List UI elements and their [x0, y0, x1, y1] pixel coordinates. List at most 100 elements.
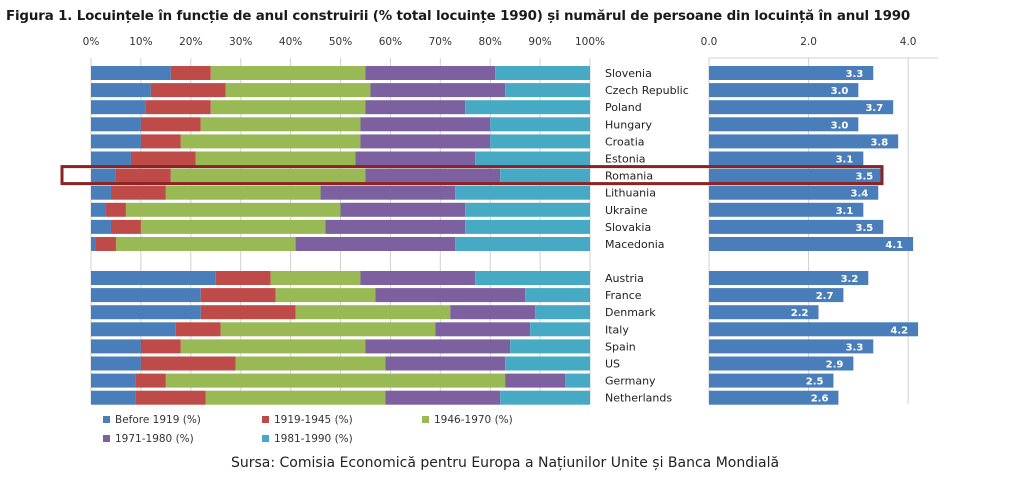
- bar-segment-1919-1945: [95, 237, 116, 251]
- legend-item-1971-1980: 1971-1980 (%): [103, 433, 194, 445]
- bar-segment-1981-1990: [510, 339, 590, 354]
- persons-value-label: 2.7: [816, 291, 834, 302]
- legend-swatch: [262, 416, 269, 423]
- bar-segment-before-1919: [91, 219, 111, 234]
- bar-row-hungary: [91, 117, 590, 132]
- x-tick-label: 4.0: [900, 36, 917, 48]
- bar-segment-1981-1990: [500, 168, 590, 183]
- persons-value-label: 3.3: [846, 342, 864, 353]
- bar-segment-1946-1970: [165, 373, 506, 388]
- source-note: Sursa: Comisia Economică pentru Europa a…: [230, 455, 780, 471]
- country-label: Germany: [605, 375, 656, 388]
- bar-row-italy: [91, 322, 590, 337]
- bar-segment-1946-1970: [205, 390, 386, 405]
- legend-label: 1946-1970 (%): [434, 414, 513, 426]
- bar-segment-1981-1990: [530, 322, 590, 337]
- legend-label: 1919-1945 (%): [274, 414, 353, 426]
- bar-row-slovenia: [91, 66, 590, 80]
- bar-segment-1971-1980: [360, 271, 476, 285]
- legend-swatch: [422, 416, 429, 423]
- persons-value-label: 4.2: [890, 325, 908, 336]
- bar-segment-before-1919: [91, 168, 116, 183]
- stacked-chart-bars: [91, 66, 590, 405]
- persons-bar-ukraine: [709, 202, 864, 217]
- country-label: France: [605, 289, 642, 302]
- persons-bar-poland: [709, 100, 894, 115]
- persons-value-label: 2.5: [806, 377, 824, 388]
- bar-segment-1981-1990: [465, 219, 590, 234]
- persons-value-label: 4.1: [885, 240, 903, 251]
- bar-segment-1971-1980: [365, 66, 496, 80]
- bar-row-poland: [91, 100, 590, 115]
- persons-bar-netherlands: [709, 390, 839, 405]
- country-label: Poland: [605, 101, 642, 114]
- bar-segment-1946-1970: [235, 356, 386, 371]
- bar-segment-before-1919: [91, 185, 111, 200]
- bar-segment-1981-1990: [505, 83, 590, 98]
- bar-segment-before-1919: [91, 373, 136, 388]
- bar-segment-before-1919: [91, 117, 141, 132]
- bar-segment-1971-1980: [360, 117, 491, 132]
- persons-value-label: 3.7: [865, 103, 883, 114]
- country-label: Slovakia: [605, 221, 651, 234]
- bar-row-netherlands: [91, 390, 590, 405]
- persons-value-label: 2.6: [811, 394, 829, 405]
- persons-bar-croatia: [709, 134, 899, 149]
- bar-segment-1981-1990: [500, 390, 590, 405]
- chart-legend: Before 1919 (%) 1919-1945 (%) 1946-1970 (%…: [103, 414, 513, 445]
- legend-swatch: [103, 435, 110, 442]
- persons-bar-estonia: [709, 151, 864, 166]
- persons-bar-germany: [709, 373, 834, 388]
- x-tick-label: 60%: [379, 36, 402, 48]
- country-label: Romania: [605, 170, 653, 183]
- bar-row-estonia: [91, 151, 590, 166]
- bar-segment-1981-1990: [475, 151, 590, 166]
- bar-segment-before-1919: [91, 134, 141, 149]
- bar-segment-1919-1945: [140, 117, 201, 132]
- bar-segment-1971-1980: [295, 237, 456, 251]
- bar-segment-1919-1945: [105, 202, 126, 217]
- legend-label: 1981-1990 (%): [274, 433, 353, 445]
- persons-bar-denmark: [709, 305, 819, 320]
- bar-segment-1971-1980: [355, 151, 476, 166]
- persons-value-label: 3.5: [856, 172, 874, 183]
- bar-segment-1946-1970: [295, 305, 451, 320]
- bar-segment-1971-1980: [375, 288, 526, 303]
- bar-segment-1919-1945: [175, 322, 221, 337]
- bar-segment-1919-1945: [140, 339, 181, 354]
- bar-segment-1981-1990: [475, 271, 590, 285]
- bar-row-austria: [91, 271, 590, 285]
- x-tick-label: 2.0: [800, 36, 817, 48]
- country-label: Lithuania: [605, 187, 656, 200]
- bar-segment-1946-1970: [115, 237, 296, 251]
- persons-chart-x-ticks: 0.0 2.0 4.0: [701, 36, 917, 48]
- bar-segment-before-1919: [91, 390, 136, 405]
- bar-segment-1946-1970: [200, 117, 361, 132]
- bar-segment-1971-1980: [505, 373, 566, 388]
- bar-segment-1971-1980: [385, 390, 501, 405]
- persons-value-label: 2.2: [791, 308, 809, 319]
- bar-row-czech-republic: [91, 83, 590, 98]
- x-tick-label: 90%: [528, 36, 551, 48]
- bar-segment-1946-1970: [125, 202, 341, 217]
- persons-value-label: 3.1: [836, 155, 854, 166]
- bar-segment-1919-1945: [200, 288, 276, 303]
- bar-segment-1971-1980: [365, 100, 466, 115]
- bar-segment-1919-1945: [110, 219, 141, 234]
- country-label: Hungary: [605, 118, 652, 131]
- bar-segment-before-1919: [91, 202, 106, 217]
- bar-segment-1971-1980: [325, 219, 466, 234]
- country-label: Croatia: [605, 135, 645, 148]
- bar-segment-1919-1945: [135, 390, 206, 405]
- persons-value-label: 3.4: [851, 189, 869, 200]
- bar-segment-1981-1990: [455, 185, 590, 200]
- bar-segment-before-1919: [91, 271, 216, 285]
- persons-bar-lithuania: [709, 185, 879, 200]
- bar-segment-before-1919: [91, 100, 146, 115]
- persons-value-label: 3.3: [846, 69, 864, 80]
- persons-value-label: 3.0: [831, 86, 849, 97]
- persons-bar-hungary: [709, 117, 859, 132]
- bar-segment-before-1919: [91, 339, 141, 354]
- bar-segment-1919-1945: [215, 271, 271, 285]
- bar-segment-1946-1970: [180, 339, 366, 354]
